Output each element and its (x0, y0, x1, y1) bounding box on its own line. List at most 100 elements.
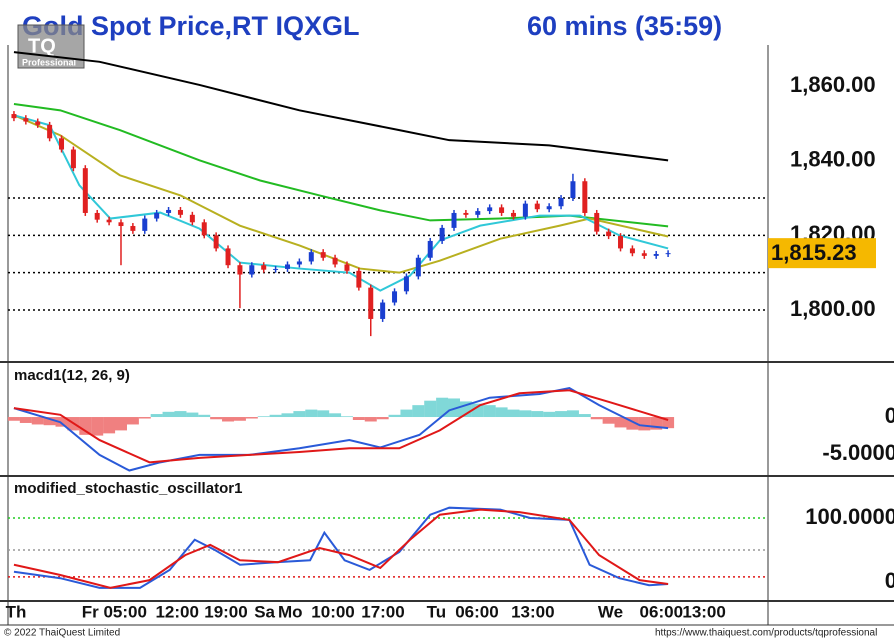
candle-body (308, 252, 314, 262)
candle-body (225, 248, 231, 266)
candle-body (130, 226, 136, 231)
x-tick-label: We (598, 602, 623, 621)
x-tick-label: 13:00 (682, 602, 725, 621)
y-tick-label: 0 (885, 568, 894, 593)
x-tick-label: 06:00 (455, 602, 498, 621)
candle-body (47, 124, 53, 139)
candle-body (249, 265, 255, 275)
candle-body (522, 203, 528, 217)
candle-body (11, 114, 17, 119)
candle-body (487, 207, 493, 212)
histogram-bar (543, 411, 556, 418)
interval: 60 mins (35:59) (527, 11, 722, 41)
histogram-bar (257, 416, 270, 418)
histogram-bar (388, 414, 401, 418)
histogram-bar (222, 417, 235, 422)
x-tick-label: Mo (278, 602, 303, 621)
candle-body (415, 257, 421, 277)
x-tick-label: 13:00 (511, 602, 554, 621)
histogram-bar (150, 414, 163, 418)
histogram-bar (436, 397, 449, 418)
histogram-bar (293, 411, 306, 418)
candle-body (463, 212, 469, 215)
histogram-bar (519, 410, 532, 418)
indicator-line (13, 51, 669, 162)
candle-body (427, 240, 433, 258)
last-price-label: 1,815.23 (771, 240, 857, 265)
candle-body (606, 231, 612, 237)
histogram-bar (305, 409, 318, 418)
histogram-bar (114, 417, 127, 431)
histogram-bar (566, 410, 579, 418)
candle-body (499, 207, 505, 213)
candle-body (546, 206, 552, 210)
histogram-bar (7, 417, 20, 421)
candle-body (213, 235, 219, 249)
histogram-bar (186, 412, 199, 418)
candle-body (296, 261, 302, 265)
histogram-bar (103, 417, 116, 434)
candle-body (201, 222, 207, 236)
candle-body (510, 212, 516, 217)
candle-body (237, 265, 243, 275)
histogram-bar (483, 405, 496, 418)
x-tick-label: Tu (427, 602, 447, 621)
candle-body (106, 219, 112, 223)
histogram-bar (174, 411, 187, 418)
candle-body (320, 252, 326, 258)
candle-body (392, 291, 398, 303)
histogram-bar (590, 417, 603, 420)
histogram-bar (531, 411, 544, 418)
panel-label: modified_stochastic_oscillator1 (14, 480, 242, 497)
y-tick-label: 1,840.00 (790, 147, 876, 172)
histogram-bar (662, 417, 675, 429)
footer-right: https://www.thaiquest.com/products/tqpro… (655, 628, 877, 638)
histogram-bar (138, 417, 151, 419)
candle-body (94, 212, 100, 220)
y-tick-label: 1,860.00 (790, 72, 876, 97)
histogram-bar (329, 413, 342, 418)
y-tick-label: 100.0000 (805, 504, 894, 529)
histogram-bar (614, 417, 627, 428)
candle-body (177, 209, 183, 215)
candle-body (273, 268, 279, 270)
histogram-bar (340, 416, 353, 418)
candle-body (70, 149, 76, 169)
histogram-bar (578, 414, 591, 418)
histogram-bar (31, 417, 44, 425)
candle-body (166, 209, 172, 213)
candle-body (344, 264, 350, 271)
candle-body (284, 264, 290, 269)
histogram-bar (91, 417, 104, 436)
histogram-bar (126, 417, 139, 425)
candle-body (653, 254, 659, 256)
y-tick-label: 0 (885, 403, 894, 428)
candle-body (356, 270, 362, 288)
histogram-bar (638, 417, 651, 431)
candle-body (23, 118, 29, 122)
last-price-box (768, 238, 876, 269)
candle-body (582, 181, 588, 213)
histogram-bar (400, 409, 413, 418)
histogram-bar (210, 417, 223, 420)
histogram-bar (269, 414, 282, 418)
indicator-line (13, 114, 669, 274)
candle-body (332, 257, 338, 265)
x-tick-label: Fr 05:00 (82, 602, 147, 621)
candle-body (534, 203, 540, 210)
candle-body (59, 138, 65, 150)
y-tick-label: -5.0000 (822, 440, 894, 465)
histogram-bar (198, 414, 211, 418)
histogram-bar (317, 410, 330, 418)
histogram-bar (471, 403, 484, 418)
histogram-bar (245, 417, 258, 419)
candle-body (189, 214, 195, 223)
candle-body (665, 253, 671, 255)
x-tick-label: 10:00 (311, 602, 354, 621)
x-tick-label: 17:00 (361, 602, 404, 621)
panel-label: macd1(12, 26, 9) (14, 367, 130, 384)
candle-body (403, 276, 409, 292)
histogram-bar (55, 417, 68, 427)
